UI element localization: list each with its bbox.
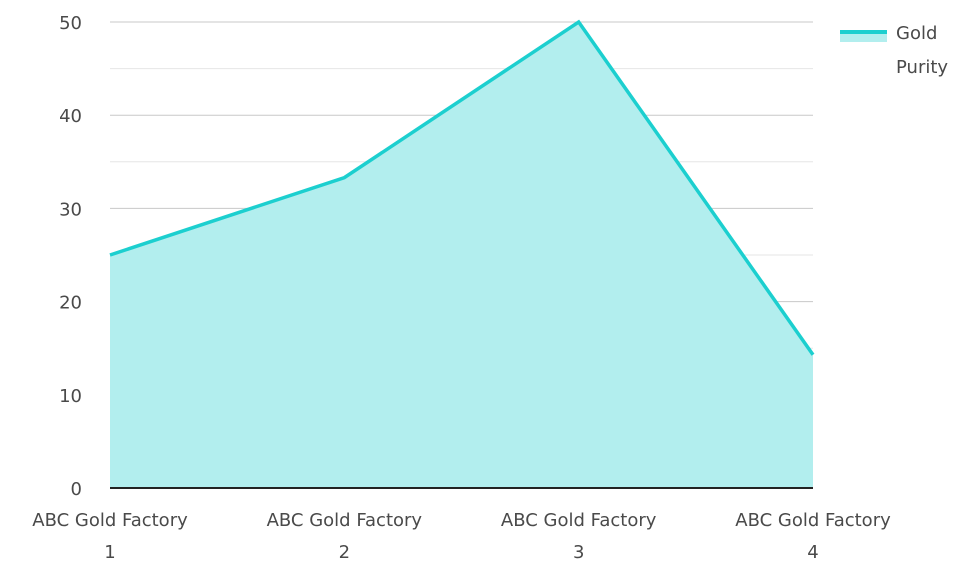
x-axis-tick-labels: ABC Gold Factory 1 ABC Gold Factory 2 ABC Go… (32, 510, 891, 560)
y-axis-tick-labels: 0 10 20 30 40 50 (59, 13, 82, 500)
legend-label-line-2[interactable]: Purity (896, 57, 948, 78)
y-tick-label: 50 (59, 13, 82, 34)
y-tick-label: 10 (59, 386, 82, 407)
y-tick-label: 40 (59, 106, 82, 127)
x-tick-label-4-line-2: 4 (807, 542, 818, 560)
x-tick-label-1-line-1: ABC Gold Factory (32, 510, 188, 531)
legend[interactable]: Gold Purity (840, 23, 948, 78)
series-area-fill[interactable] (110, 22, 813, 488)
x-tick-label-2-line-1: ABC Gold Factory (267, 510, 423, 531)
x-tick-label-3-line-1: ABC Gold Factory (501, 510, 657, 531)
x-tick-label-1-line-2: 1 (104, 542, 115, 560)
x-tick-label-4-line-1: ABC Gold Factory (735, 510, 891, 531)
x-tick-label-3-line-2: 3 (573, 542, 584, 560)
legend-label-line-1[interactable]: Gold (896, 23, 937, 44)
y-tick-label: 30 (59, 199, 82, 220)
y-tick-label: 20 (59, 293, 82, 314)
series-area-group (110, 22, 813, 488)
x-tick-label-2-line-2: 2 (339, 542, 350, 560)
y-tick-label: 0 (71, 479, 82, 500)
